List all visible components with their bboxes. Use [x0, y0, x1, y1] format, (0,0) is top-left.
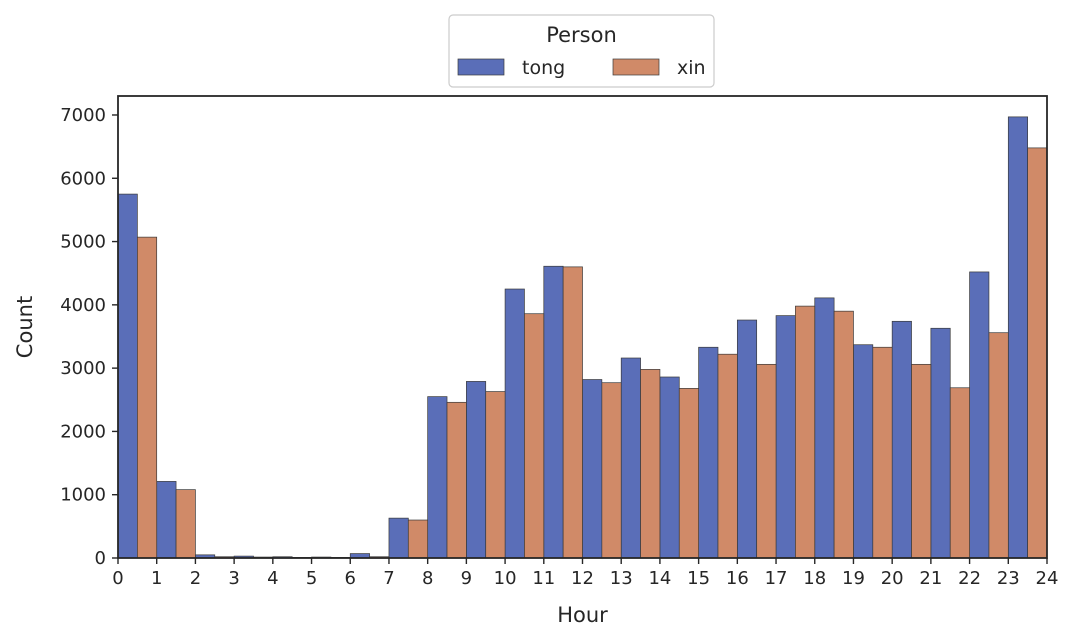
y-tick-label: 5000	[60, 232, 106, 253]
x-tick-label: 23	[997, 568, 1020, 589]
legend: Person tong xin	[448, 14, 715, 88]
bar-tong-hour-7	[388, 517, 409, 559]
x-tick-label: 9	[461, 568, 472, 589]
legend-label-tong: tong	[522, 57, 565, 79]
bar-tong-hour-20	[891, 320, 912, 559]
x-tick-label: 2	[190, 568, 201, 589]
bar-xin-hour-8	[446, 401, 467, 559]
x-tick-label: 15	[687, 568, 710, 589]
bar-xin-hour-22	[988, 332, 1009, 559]
y-axis: 0 1000 2000 3000 4000 5000 6000 7000	[60, 105, 118, 569]
bar-tong-hour-8	[427, 396, 448, 559]
x-tick-label: 14	[648, 568, 671, 589]
bar-xin-hour-9	[485, 391, 506, 559]
bar-xin-hour-0	[137, 236, 158, 559]
y-tick-label: 1000	[60, 485, 106, 506]
x-tick-label: 8	[422, 568, 433, 589]
bar-xin-hour-12	[601, 382, 622, 559]
bar-xin-hour-16	[756, 363, 777, 559]
legend-label-xin: xin	[677, 57, 706, 79]
bar-xin-hour-14	[678, 388, 699, 559]
bar-xin-hour-23	[1027, 147, 1048, 559]
bar-tong-hour-12	[582, 379, 603, 559]
bar-xin-hour-17	[795, 305, 816, 559]
bar-tong-hour-13	[620, 357, 641, 559]
legend-title: Person	[546, 23, 617, 47]
x-tick-label: 16	[726, 568, 749, 589]
legend-swatch-tong	[457, 58, 505, 76]
bar-xin-hour-7	[407, 519, 429, 559]
bar-tong-hour-21	[930, 327, 951, 559]
bar-xin-hour-18	[833, 310, 854, 559]
bars-layer	[117, 116, 1048, 559]
x-tick-label: 18	[803, 568, 826, 589]
bar-xin-hour-13	[640, 369, 661, 559]
y-tick-label: 0	[95, 548, 106, 569]
legend-swatch-xin	[612, 58, 660, 76]
x-tick-label: 1	[151, 568, 162, 589]
x-tick-label: 19	[842, 568, 865, 589]
bar-tong-hour-19	[853, 344, 874, 559]
x-tick-label: 7	[383, 568, 394, 589]
bar-xin-hour-21	[949, 387, 970, 559]
x-tick-label: 22	[958, 568, 981, 589]
x-tick-label: 20	[881, 568, 904, 589]
x-tick-label: 13	[610, 568, 633, 589]
x-tick-label: 6	[345, 568, 356, 589]
bar-xin-hour-10	[524, 313, 545, 559]
bar-tong-hour-17	[775, 315, 796, 559]
y-tick-label: 4000	[60, 295, 106, 316]
x-tick-label: 4	[267, 568, 278, 589]
bar-tong-hour-15	[698, 346, 719, 559]
x-axis: 0 1 2 3 4 5 6 7 8 9 10 11 12 13 14 15 16 17 18 19 20 21 22 23 24	[112, 558, 1058, 589]
bar-tong-hour-14	[659, 376, 680, 559]
y-tick-label: 6000	[60, 168, 106, 189]
bar-xin-hour-20	[911, 363, 932, 559]
bar-xin-hour-15	[717, 353, 738, 559]
bar-tong-hour-22	[969, 271, 990, 559]
bar-tong-hour-0	[117, 193, 138, 559]
bar-tong-hour-23	[1007, 116, 1028, 559]
bar-tong-hour-9	[466, 381, 487, 559]
x-tick-label: 0	[112, 568, 123, 589]
x-tick-label: 3	[228, 568, 239, 589]
bar-tong-hour-16	[736, 319, 758, 559]
bar-xin-hour-11	[562, 266, 583, 559]
x-tick-label: 5	[306, 568, 317, 589]
legend-items: tong xin	[457, 57, 706, 79]
y-axis-label: Count	[13, 296, 37, 358]
y-tick-label: 2000	[60, 421, 106, 442]
bar-xin-hour-19	[872, 346, 893, 559]
x-tick-label: 12	[571, 568, 594, 589]
x-axis-label: Hour	[557, 603, 608, 627]
x-tick-label: 11	[532, 568, 555, 589]
y-tick-label: 3000	[60, 358, 106, 379]
x-tick-label: 10	[494, 568, 517, 589]
bar-tong-hour-10	[504, 288, 525, 559]
x-tick-label: 21	[919, 568, 942, 589]
x-tick-label: 17	[765, 568, 788, 589]
bar-xin-hour-1	[175, 489, 196, 559]
y-tick-label: 7000	[60, 105, 106, 126]
bar-tong-hour-11	[543, 265, 564, 559]
bar-tong-hour-18	[814, 297, 835, 559]
bar-tong-hour-1	[156, 481, 177, 559]
x-tick-label: 24	[1036, 568, 1059, 589]
